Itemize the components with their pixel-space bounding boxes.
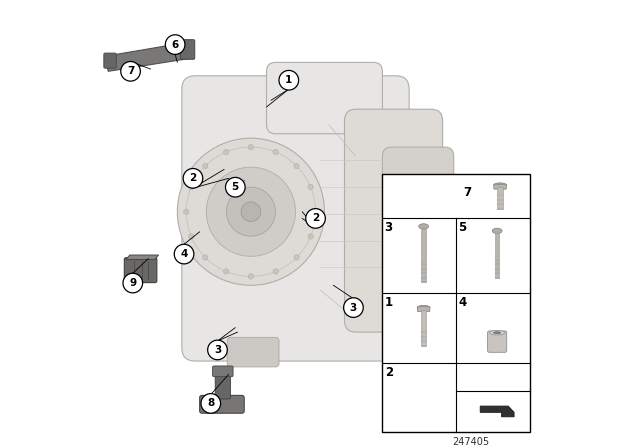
- Bar: [497, 187, 503, 209]
- Circle shape: [344, 298, 364, 317]
- Circle shape: [248, 274, 253, 279]
- FancyBboxPatch shape: [180, 40, 195, 59]
- Circle shape: [174, 244, 194, 264]
- Circle shape: [177, 138, 324, 285]
- Circle shape: [294, 255, 300, 260]
- Ellipse shape: [417, 306, 430, 310]
- Circle shape: [202, 255, 208, 260]
- Text: 4: 4: [458, 296, 467, 309]
- Ellipse shape: [419, 224, 429, 229]
- Text: 3: 3: [214, 345, 221, 355]
- FancyBboxPatch shape: [417, 307, 430, 312]
- Bar: [383, 174, 529, 432]
- Circle shape: [202, 164, 208, 169]
- Text: 7: 7: [463, 186, 472, 199]
- Circle shape: [273, 269, 278, 274]
- FancyBboxPatch shape: [383, 147, 454, 299]
- Circle shape: [201, 394, 221, 413]
- Polygon shape: [126, 255, 159, 259]
- Text: 3: 3: [350, 302, 357, 313]
- Ellipse shape: [493, 183, 506, 187]
- Circle shape: [123, 273, 143, 293]
- Text: 1: 1: [285, 75, 292, 85]
- Circle shape: [313, 209, 318, 215]
- Text: 9: 9: [129, 278, 136, 288]
- FancyBboxPatch shape: [266, 62, 383, 134]
- Bar: [421, 228, 426, 282]
- FancyBboxPatch shape: [212, 366, 233, 377]
- Circle shape: [248, 144, 253, 150]
- Circle shape: [189, 234, 194, 239]
- FancyBboxPatch shape: [104, 53, 116, 68]
- Text: 2: 2: [312, 213, 319, 224]
- FancyBboxPatch shape: [215, 372, 230, 399]
- FancyBboxPatch shape: [227, 337, 279, 367]
- FancyBboxPatch shape: [200, 396, 244, 413]
- Circle shape: [165, 35, 185, 54]
- Circle shape: [273, 149, 278, 155]
- Text: 5: 5: [458, 221, 467, 234]
- Circle shape: [207, 340, 227, 360]
- Text: 5: 5: [232, 182, 239, 192]
- FancyBboxPatch shape: [494, 184, 506, 189]
- Polygon shape: [480, 406, 514, 417]
- Circle shape: [183, 168, 203, 188]
- Circle shape: [279, 70, 299, 90]
- Text: 3: 3: [385, 221, 393, 234]
- Text: 8: 8: [207, 398, 214, 409]
- Text: 1: 1: [385, 296, 393, 309]
- Circle shape: [308, 234, 314, 239]
- Bar: [421, 310, 426, 345]
- Bar: [495, 233, 499, 278]
- Circle shape: [184, 209, 189, 215]
- Circle shape: [241, 202, 260, 222]
- Circle shape: [206, 167, 296, 256]
- Text: 4: 4: [180, 249, 188, 259]
- Circle shape: [308, 184, 314, 190]
- FancyBboxPatch shape: [344, 109, 443, 332]
- Text: 2: 2: [189, 173, 196, 183]
- Circle shape: [227, 187, 275, 236]
- FancyBboxPatch shape: [124, 258, 157, 283]
- FancyBboxPatch shape: [488, 331, 507, 352]
- Ellipse shape: [493, 332, 500, 334]
- Ellipse shape: [490, 331, 505, 335]
- Circle shape: [225, 177, 245, 197]
- Text: 7: 7: [127, 66, 134, 76]
- Circle shape: [294, 164, 300, 169]
- Text: 247405: 247405: [452, 437, 489, 447]
- Circle shape: [223, 269, 229, 274]
- Text: 6: 6: [172, 39, 179, 50]
- Ellipse shape: [492, 228, 502, 233]
- Circle shape: [223, 149, 229, 155]
- Circle shape: [121, 61, 140, 81]
- Text: 2: 2: [385, 366, 393, 379]
- FancyBboxPatch shape: [182, 76, 409, 361]
- Circle shape: [306, 209, 325, 228]
- Polygon shape: [105, 43, 193, 71]
- Circle shape: [189, 184, 194, 190]
